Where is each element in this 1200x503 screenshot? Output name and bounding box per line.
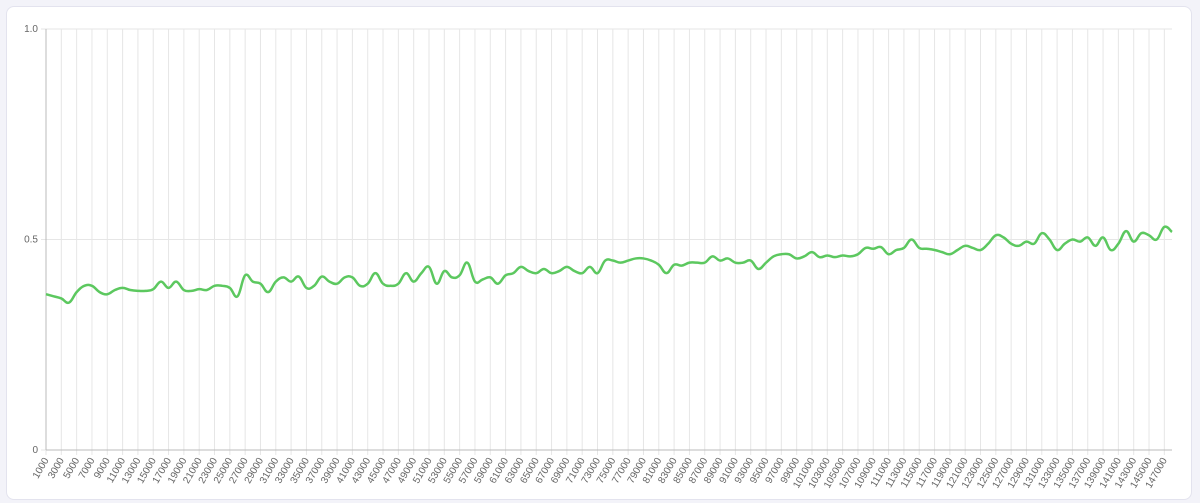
series-line	[45, 225, 1173, 305]
chart-card	[6, 6, 1192, 500]
y-tick-label: 0	[32, 445, 38, 456]
y-tick-label: 1.0	[24, 24, 38, 35]
y-tick-label: 0.5	[24, 235, 38, 246]
